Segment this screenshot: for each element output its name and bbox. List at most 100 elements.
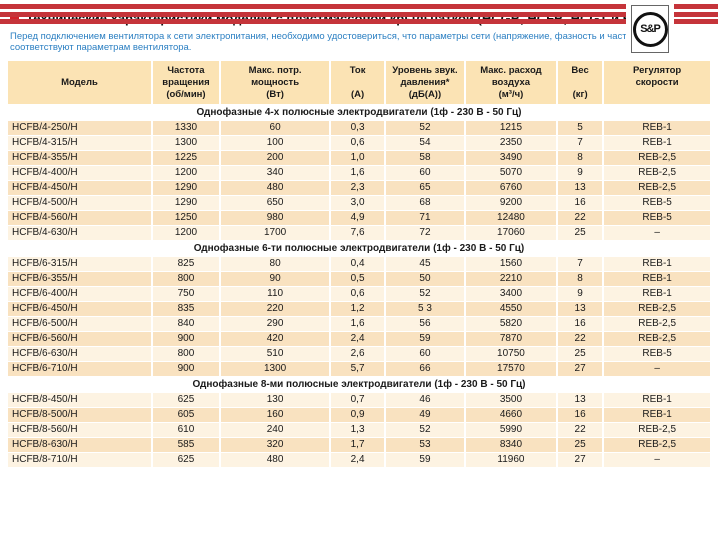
cell-speed-regulator: – — [602, 225, 710, 241]
cell-power: 90 — [218, 271, 332, 287]
cell-model: HCFB/8-710/H — [8, 452, 153, 468]
section-title: Однофазные 8-ми полюсные электродвигател… — [8, 376, 710, 393]
table-row: HCFB/6-560/H 900 420 2,4 59 7870 22 REB-2,5 — [8, 331, 710, 347]
cell-power: 290 — [218, 316, 332, 332]
cell-current: 2,6 — [329, 346, 386, 362]
cell-airflow: 3490 — [463, 150, 558, 166]
cell-power: 220 — [218, 301, 332, 317]
cell-speed-regulator: REB-1 — [602, 286, 710, 302]
column-header-rpm: Частота вращения (об/мин) — [150, 61, 222, 105]
cell-rpm: 1290 — [150, 195, 222, 211]
cell-sound-level: 45 — [383, 256, 466, 272]
cell-model: HCFB/8-450/H — [8, 392, 153, 408]
cell-model: HCFB/6-400/H — [8, 286, 153, 302]
cell-speed-regulator: REB-2,5 — [602, 316, 710, 332]
cell-current: 0,9 — [329, 407, 386, 423]
cell-power: 480 — [218, 180, 332, 196]
column-header-airflow: Макс. расход воздуха (м³/ч) — [463, 61, 558, 105]
table-row: HCFB/8-500/H 605 160 0,9 49 4660 16 REB-1 — [8, 407, 710, 423]
cell-power: 130 — [218, 392, 332, 408]
cell-model: HCFB/6-315/H — [8, 256, 153, 272]
column-header-line: Макс. расход — [480, 65, 542, 76]
cell-airflow: 5990 — [463, 422, 558, 438]
cell-airflow: 5820 — [463, 316, 558, 332]
cell-current: 5,7 — [329, 361, 386, 377]
table-row: HCFB/4-450/H 1290 480 2,3 65 6760 13 REB-2,5 — [8, 180, 710, 196]
cell-model: HCFB/6-500/H — [8, 316, 153, 332]
cell-airflow: 17060 — [463, 225, 558, 241]
cell-sound-level: 59 — [383, 331, 466, 347]
cell-speed-regulator: – — [602, 361, 710, 377]
cell-power: 1700 — [218, 225, 332, 241]
cell-speed-regulator: REB-1 — [602, 407, 710, 423]
table-row: HCFB/4-355/H 1225 200 1,0 58 3490 8 REB-2,5 — [8, 150, 710, 166]
cell-current: 1,3 — [329, 422, 386, 438]
cell-current: 0,7 — [329, 392, 386, 408]
cell-current: 2,4 — [329, 452, 386, 468]
table-row: HCFB/6-315/H 825 80 0,4 45 1560 7 REB-1 — [8, 256, 710, 272]
column-header-speed-regulator: Регулятор скорости — [602, 61, 710, 105]
cell-airflow: 10750 — [463, 346, 558, 362]
cell-speed-regulator: REB-2,5 — [602, 150, 710, 166]
cell-weight: 8 — [555, 271, 605, 287]
spec-table: Модель Частота вращения (об/мин) Макс. потр… — [8, 61, 710, 468]
cell-airflow: 17570 — [463, 361, 558, 377]
cell-model: HCFB/4-250/H — [8, 120, 153, 136]
cell-rpm: 625 — [150, 452, 222, 468]
cell-sound-level: 66 — [383, 361, 466, 377]
cell-speed-regulator: REB-2,5 — [602, 422, 710, 438]
table-row: HCFB/8-560/H 610 240 1,3 52 5990 22 REB-2,5 — [8, 422, 710, 438]
table-row: HCFB/8-710/H 625 480 2,4 59 11960 27– — [8, 452, 710, 468]
intro-text: Перед подключением вентилятора к сети эл… — [10, 31, 645, 53]
cell-speed-regulator: REB-1 — [602, 120, 710, 136]
cell-speed-regulator: REB-1 — [602, 271, 710, 287]
cell-sound-level: 72 — [383, 225, 466, 241]
cell-airflow: 3400 — [463, 286, 558, 302]
cell-current: 0,4 — [329, 256, 386, 272]
section-title: Однофазные 6-ти полюсные электродвигател… — [8, 240, 710, 257]
column-header-line: воздуха — [491, 77, 531, 88]
cell-current: 1,7 — [329, 437, 386, 453]
column-header-line: Модель — [61, 77, 98, 88]
cell-model: HCFB/8-500/H — [8, 407, 153, 423]
cell-airflow: 4660 — [463, 407, 558, 423]
cell-airflow: 8340 — [463, 437, 558, 453]
column-header-line: Уровень звук. — [392, 65, 458, 76]
cell-sound-level: 49 — [383, 407, 466, 423]
brand-logo-box: S&P — [631, 5, 669, 53]
cell-sound-level: 46 — [383, 392, 466, 408]
cell-power: 1300 — [218, 361, 332, 377]
cell-rpm: 605 — [150, 407, 222, 423]
cell-rpm: 750 — [150, 286, 222, 302]
cell-airflow: 1560 — [463, 256, 558, 272]
brand-stripe — [0, 19, 718, 24]
spec-table-head: Модель Частота вращения (об/мин) Макс. потр… — [8, 61, 710, 105]
cell-rpm: 900 — [150, 331, 222, 347]
column-header-line: Макс. потр. — [248, 65, 302, 76]
cell-airflow: 3500 — [463, 392, 558, 408]
cell-weight: 22 — [555, 422, 605, 438]
cell-sound-level: 50 — [383, 271, 466, 287]
cell-rpm: 840 — [150, 316, 222, 332]
cell-model: HCFB/6-355/H — [8, 271, 153, 287]
column-header-line — [604, 89, 710, 101]
cell-weight: 7 — [555, 256, 605, 272]
brand-stripe — [0, 11, 718, 17]
cell-current: 7,6 — [329, 225, 386, 241]
cell-airflow: 5070 — [463, 165, 558, 181]
cell-current: 2,3 — [329, 180, 386, 196]
cell-sound-level: 54 — [383, 135, 466, 151]
cell-sound-level: 68 — [383, 195, 466, 211]
red-square-bullet-icon — [10, 14, 19, 23]
cell-power: 240 — [218, 422, 332, 438]
cell-speed-regulator: REB-5 — [602, 210, 710, 226]
cell-weight: 16 — [555, 407, 605, 423]
table-row: HCFB/8-630/H 585 320 1,7 53 8340 25 REB-2,5 — [8, 437, 710, 453]
cell-sound-level: 52 — [383, 120, 466, 136]
brand-stripe — [0, 4, 718, 9]
cell-power: 100 — [218, 135, 332, 151]
table-row: HCFB/4-400/H 1200 340 1,6 60 5070 9 REB-2,5 — [8, 165, 710, 181]
column-header-weight: Вес (кг) — [555, 61, 605, 105]
cell-speed-regulator: – — [602, 452, 710, 468]
